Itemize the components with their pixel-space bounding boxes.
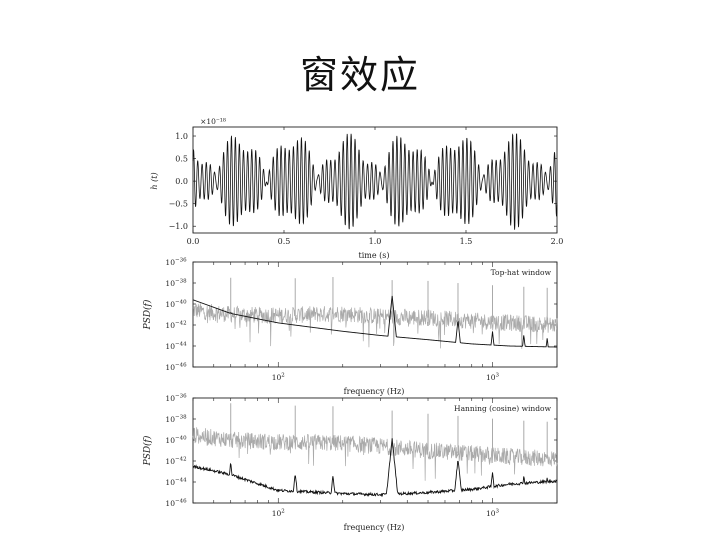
y-axis-label: PSD(f) (142, 435, 153, 466)
y-tick-label: 10−44 (165, 478, 187, 488)
series-gray (192, 303, 558, 349)
y-tick-label: 0.5 (175, 155, 188, 164)
y-tick-label: 10−40 (165, 300, 187, 310)
x-tick-label: 1.5 (460, 237, 473, 246)
panel-legend: Hanning (cosine) window (454, 404, 552, 413)
x-tick-label: 103 (486, 509, 500, 519)
x-tick-label: 103 (486, 373, 500, 383)
x-tick-label: 2.0 (551, 237, 564, 246)
scale-label: ×10⁻¹⁸ (200, 117, 226, 126)
plot-frame (192, 397, 558, 504)
y-tick-label: 10−46 (165, 499, 187, 509)
series-black (192, 295, 558, 348)
y-tick-label: 10−38 (165, 279, 187, 289)
x-axis-label: frequency (Hz) (344, 387, 405, 396)
y-axis-label: h (t) (150, 172, 159, 189)
plot-frame (192, 261, 558, 368)
y-tick-label: 10−46 (165, 363, 187, 373)
panel-legend: Top-hat window (491, 268, 552, 277)
x-tick-label: 102 (272, 373, 285, 383)
y-tick-label: 10−44 (165, 342, 187, 352)
x-axis-label: frequency (Hz) (344, 523, 405, 532)
series-line (192, 133, 558, 230)
y-tick-label: 10−40 (165, 436, 187, 446)
y-tick-label: −1.0 (169, 222, 188, 231)
y-tick-label: 10−38 (165, 415, 187, 425)
slide-title: 窗效应 (299, 53, 420, 97)
x-tick-label: 0.0 (187, 237, 200, 246)
y-tick-label: 0.0 (175, 177, 188, 186)
series-black (192, 438, 558, 498)
y-tick-label: −0.5 (169, 200, 188, 209)
y-tick-label: 10−36 (165, 258, 187, 268)
x-tick-label: 1.0 (369, 237, 382, 246)
x-tick-label: 0.5 (278, 237, 291, 246)
x-axis-label: time (s) (359, 251, 390, 260)
y-tick-label: 10−36 (165, 394, 187, 404)
series-gray (192, 427, 558, 481)
y-tick-label: 10−42 (165, 457, 186, 467)
x-tick-label: 102 (272, 509, 285, 519)
y-axis-label: PSD(f) (142, 299, 153, 330)
y-tick-label: 1.0 (175, 132, 188, 141)
y-tick-label: 10−42 (165, 321, 186, 331)
